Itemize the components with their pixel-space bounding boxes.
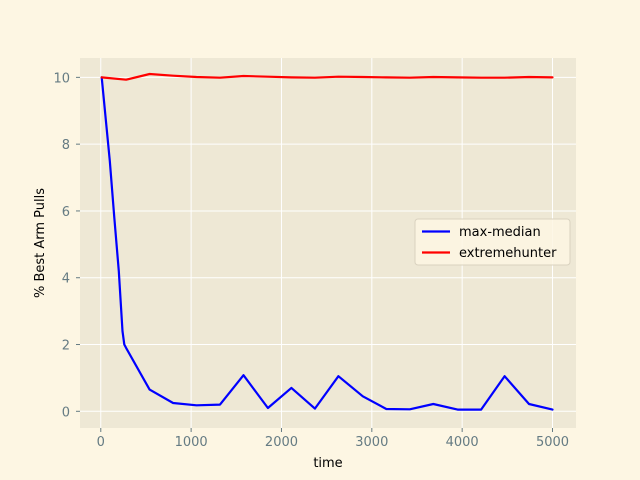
series-lines <box>100 72 554 411</box>
y-axis-ticks: 0 2 4 6 8 10 <box>53 71 80 420</box>
x-axis-label: time <box>313 456 342 471</box>
x-tick-label: 4000 <box>446 435 479 450</box>
y-tick-label: 2 <box>62 339 70 354</box>
legend-box <box>414 218 571 266</box>
y-axis-label: % Best Arm Pulls <box>33 188 48 298</box>
legend-label-max-median: max-median <box>459 225 541 240</box>
x-tick-label: 2000 <box>265 435 298 450</box>
y-tick-label: 10 <box>53 71 70 86</box>
series-line-max-median <box>100 76 554 411</box>
series-line-extremehunter <box>100 72 554 81</box>
x-tick-label: 3000 <box>355 435 388 450</box>
y-tick-label: 8 <box>62 138 70 153</box>
x-tick-label: 1000 <box>175 435 208 450</box>
y-tick-label: 4 <box>62 272 70 287</box>
y-tick-label: 0 <box>62 405 70 420</box>
x-axis-ticks: 0 1000 2000 3000 4000 5000 <box>97 428 569 450</box>
y-tick-label: 6 <box>62 205 70 220</box>
x-tick-label: 0 <box>97 435 105 450</box>
legend-label-extremehunter: extremehunter <box>459 246 557 261</box>
legend: max-median extremehunter <box>414 218 571 266</box>
x-tick-label: 5000 <box>536 435 569 450</box>
